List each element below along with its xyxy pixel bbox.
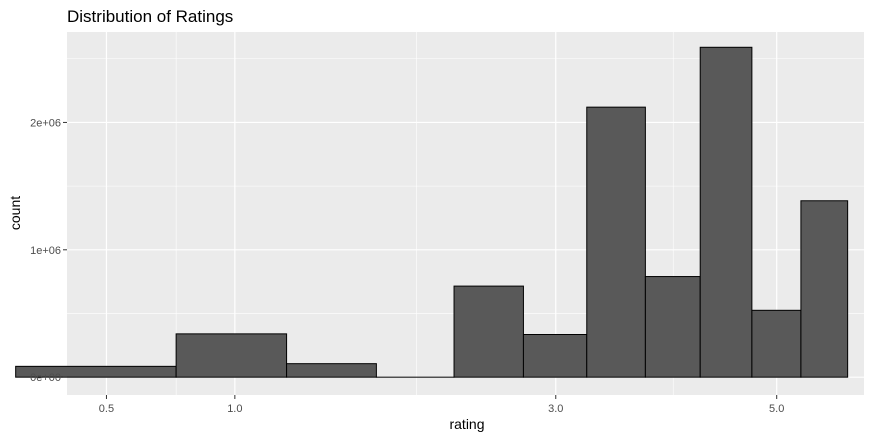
histogram-bar — [286, 363, 377, 378]
histogram-bar — [522, 334, 588, 378]
y-tick-label: 2e+06 — [30, 117, 61, 129]
histogram-bar — [699, 46, 753, 378]
axes: 0e+00 1e+06 2e+06 0.5 1.0 3.0 5.0 — [30, 117, 784, 415]
histogram-bar — [175, 333, 288, 378]
chart-title: Distribution of Ratings — [67, 7, 233, 26]
y-tick-label: 1e+06 — [30, 245, 61, 257]
histogram-bar — [586, 106, 646, 378]
y-axis-title: count — [7, 196, 23, 230]
x-tick-label: 5.0 — [769, 403, 784, 415]
x-axis-title: rating — [449, 416, 484, 432]
x-tick-label: 3.0 — [548, 403, 563, 415]
histogram-bar — [644, 276, 701, 378]
x-tick-label: 1.0 — [227, 403, 242, 415]
x-tick-label: 0.5 — [99, 403, 114, 415]
bars — [15, 46, 849, 378]
y-tick-label: 0e+00 — [30, 372, 61, 384]
histogram-bar — [453, 285, 524, 378]
histogram-bar — [751, 309, 802, 378]
histogram-bar — [800, 200, 849, 378]
